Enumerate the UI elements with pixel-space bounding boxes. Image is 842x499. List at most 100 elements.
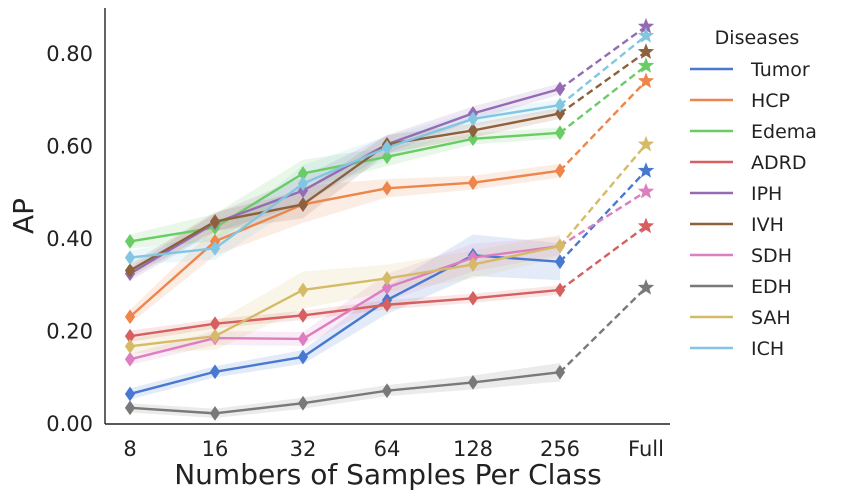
dashed-line-sah <box>559 143 647 247</box>
series-markers <box>124 17 655 421</box>
point-sah <box>381 271 393 286</box>
point-ivh <box>467 123 479 138</box>
point-sah <box>209 328 221 344</box>
dashed-line-tumor <box>559 169 647 263</box>
line-sah <box>129 244 561 348</box>
y-tick-label: 0.00 <box>46 412 93 436</box>
legend: Tumor HCP Edema ADRD IPH IVH SDH EDH SAH ICH <box>690 59 817 360</box>
band-iph <box>130 83 560 281</box>
line-iph <box>129 87 561 275</box>
point-edh <box>124 400 136 416</box>
y-axis-title: AP <box>7 198 40 234</box>
point-ich <box>467 111 479 127</box>
point-sah <box>467 257 479 272</box>
point-ich <box>209 240 221 256</box>
point-edh <box>467 375 479 390</box>
point-edh <box>209 405 221 421</box>
point-edema <box>467 131 479 147</box>
point-sah <box>297 282 309 298</box>
dashed-line-adrd <box>559 225 647 291</box>
legend-label-ivh: IVH <box>751 214 784 236</box>
series-lines <box>129 25 647 415</box>
dashed-line-ich <box>559 34 647 107</box>
point-sah <box>554 238 566 254</box>
x-tick-label: 32 <box>290 437 317 461</box>
legend-label-ich: ICH <box>751 338 784 360</box>
point-ivh <box>209 214 221 229</box>
point-ich <box>381 140 393 155</box>
x-tick-label: 64 <box>374 437 401 461</box>
full-point-hcp <box>637 72 655 89</box>
full-point-adrd <box>637 217 655 234</box>
band-tumor <box>130 234 560 400</box>
point-hcp <box>554 163 566 179</box>
point-edema <box>124 234 136 249</box>
dashed-line-ivh <box>559 50 647 115</box>
line-sdh <box>129 244 561 361</box>
legend-label-iph: IPH <box>751 183 782 205</box>
x-tick-label: 256 <box>540 437 580 461</box>
full-point-ivh <box>637 43 655 59</box>
dashed-line-edema <box>559 64 647 134</box>
line-hcp <box>129 169 561 318</box>
dashed-line-edh <box>559 286 647 374</box>
legend-label-hcp: HCP <box>751 90 790 112</box>
point-edema <box>381 149 393 165</box>
point-ich <box>554 97 566 113</box>
legend-label-edh: EDH <box>751 276 792 298</box>
point-edh <box>381 383 393 399</box>
full-point-sdh <box>637 182 655 199</box>
legend-label-sdh: SDH <box>751 245 792 267</box>
point-tumor <box>209 364 221 380</box>
y-tick-label: 0.40 <box>46 227 93 251</box>
point-ich <box>297 176 309 192</box>
point-adrd <box>297 307 309 323</box>
legend-label-tumor: Tumor <box>750 59 810 81</box>
point-ich <box>124 250 136 265</box>
x-tick-label: Full <box>628 437 664 461</box>
point-sdh <box>381 280 393 296</box>
band-edh <box>130 362 560 418</box>
full-point-ich <box>637 27 655 43</box>
point-edema <box>554 125 566 141</box>
line-ivh <box>129 112 561 272</box>
full-point-sah <box>637 135 655 152</box>
full-point-edema <box>637 57 655 73</box>
line-ich <box>129 103 561 259</box>
point-tumor <box>554 254 566 270</box>
point-sdh <box>297 331 309 347</box>
line-edh <box>129 371 561 415</box>
full-point-tumor <box>637 162 655 178</box>
point-ivh <box>297 197 309 212</box>
point-adrd <box>554 282 566 298</box>
band-ich <box>130 99 560 265</box>
point-sdh <box>124 351 136 367</box>
point-edh <box>554 364 566 380</box>
legend-label-adrd: ADRD <box>751 152 806 174</box>
point-sah <box>124 338 136 354</box>
band-ivh <box>130 107 560 278</box>
x-tick-label: 16 <box>202 437 229 461</box>
y-tick-label: 0.20 <box>46 320 93 344</box>
point-ivh <box>554 106 566 121</box>
x-tick-label: 128 <box>453 437 493 461</box>
point-tumor <box>297 349 309 365</box>
point-iph <box>554 81 566 97</box>
dashed-line-sdh <box>559 190 647 248</box>
x-tick-label: 8 <box>123 437 136 461</box>
legend-label-edema: Edema <box>751 121 817 143</box>
y-tick-label: 0.60 <box>46 135 93 159</box>
point-edh <box>297 395 309 411</box>
dashed-line-iph <box>559 25 647 90</box>
point-hcp <box>467 175 479 191</box>
y-tick-label: 0.80 <box>46 42 93 66</box>
legend-title: Diseases <box>715 27 800 49</box>
dashed-line-hcp <box>559 80 647 172</box>
line-adrd <box>129 288 561 338</box>
point-adrd <box>467 290 479 306</box>
full-point-edh <box>637 279 655 295</box>
point-ivh <box>124 263 136 278</box>
x-axis-title: Numbers of Samples Per Class <box>174 458 602 491</box>
point-hcp <box>381 180 393 196</box>
